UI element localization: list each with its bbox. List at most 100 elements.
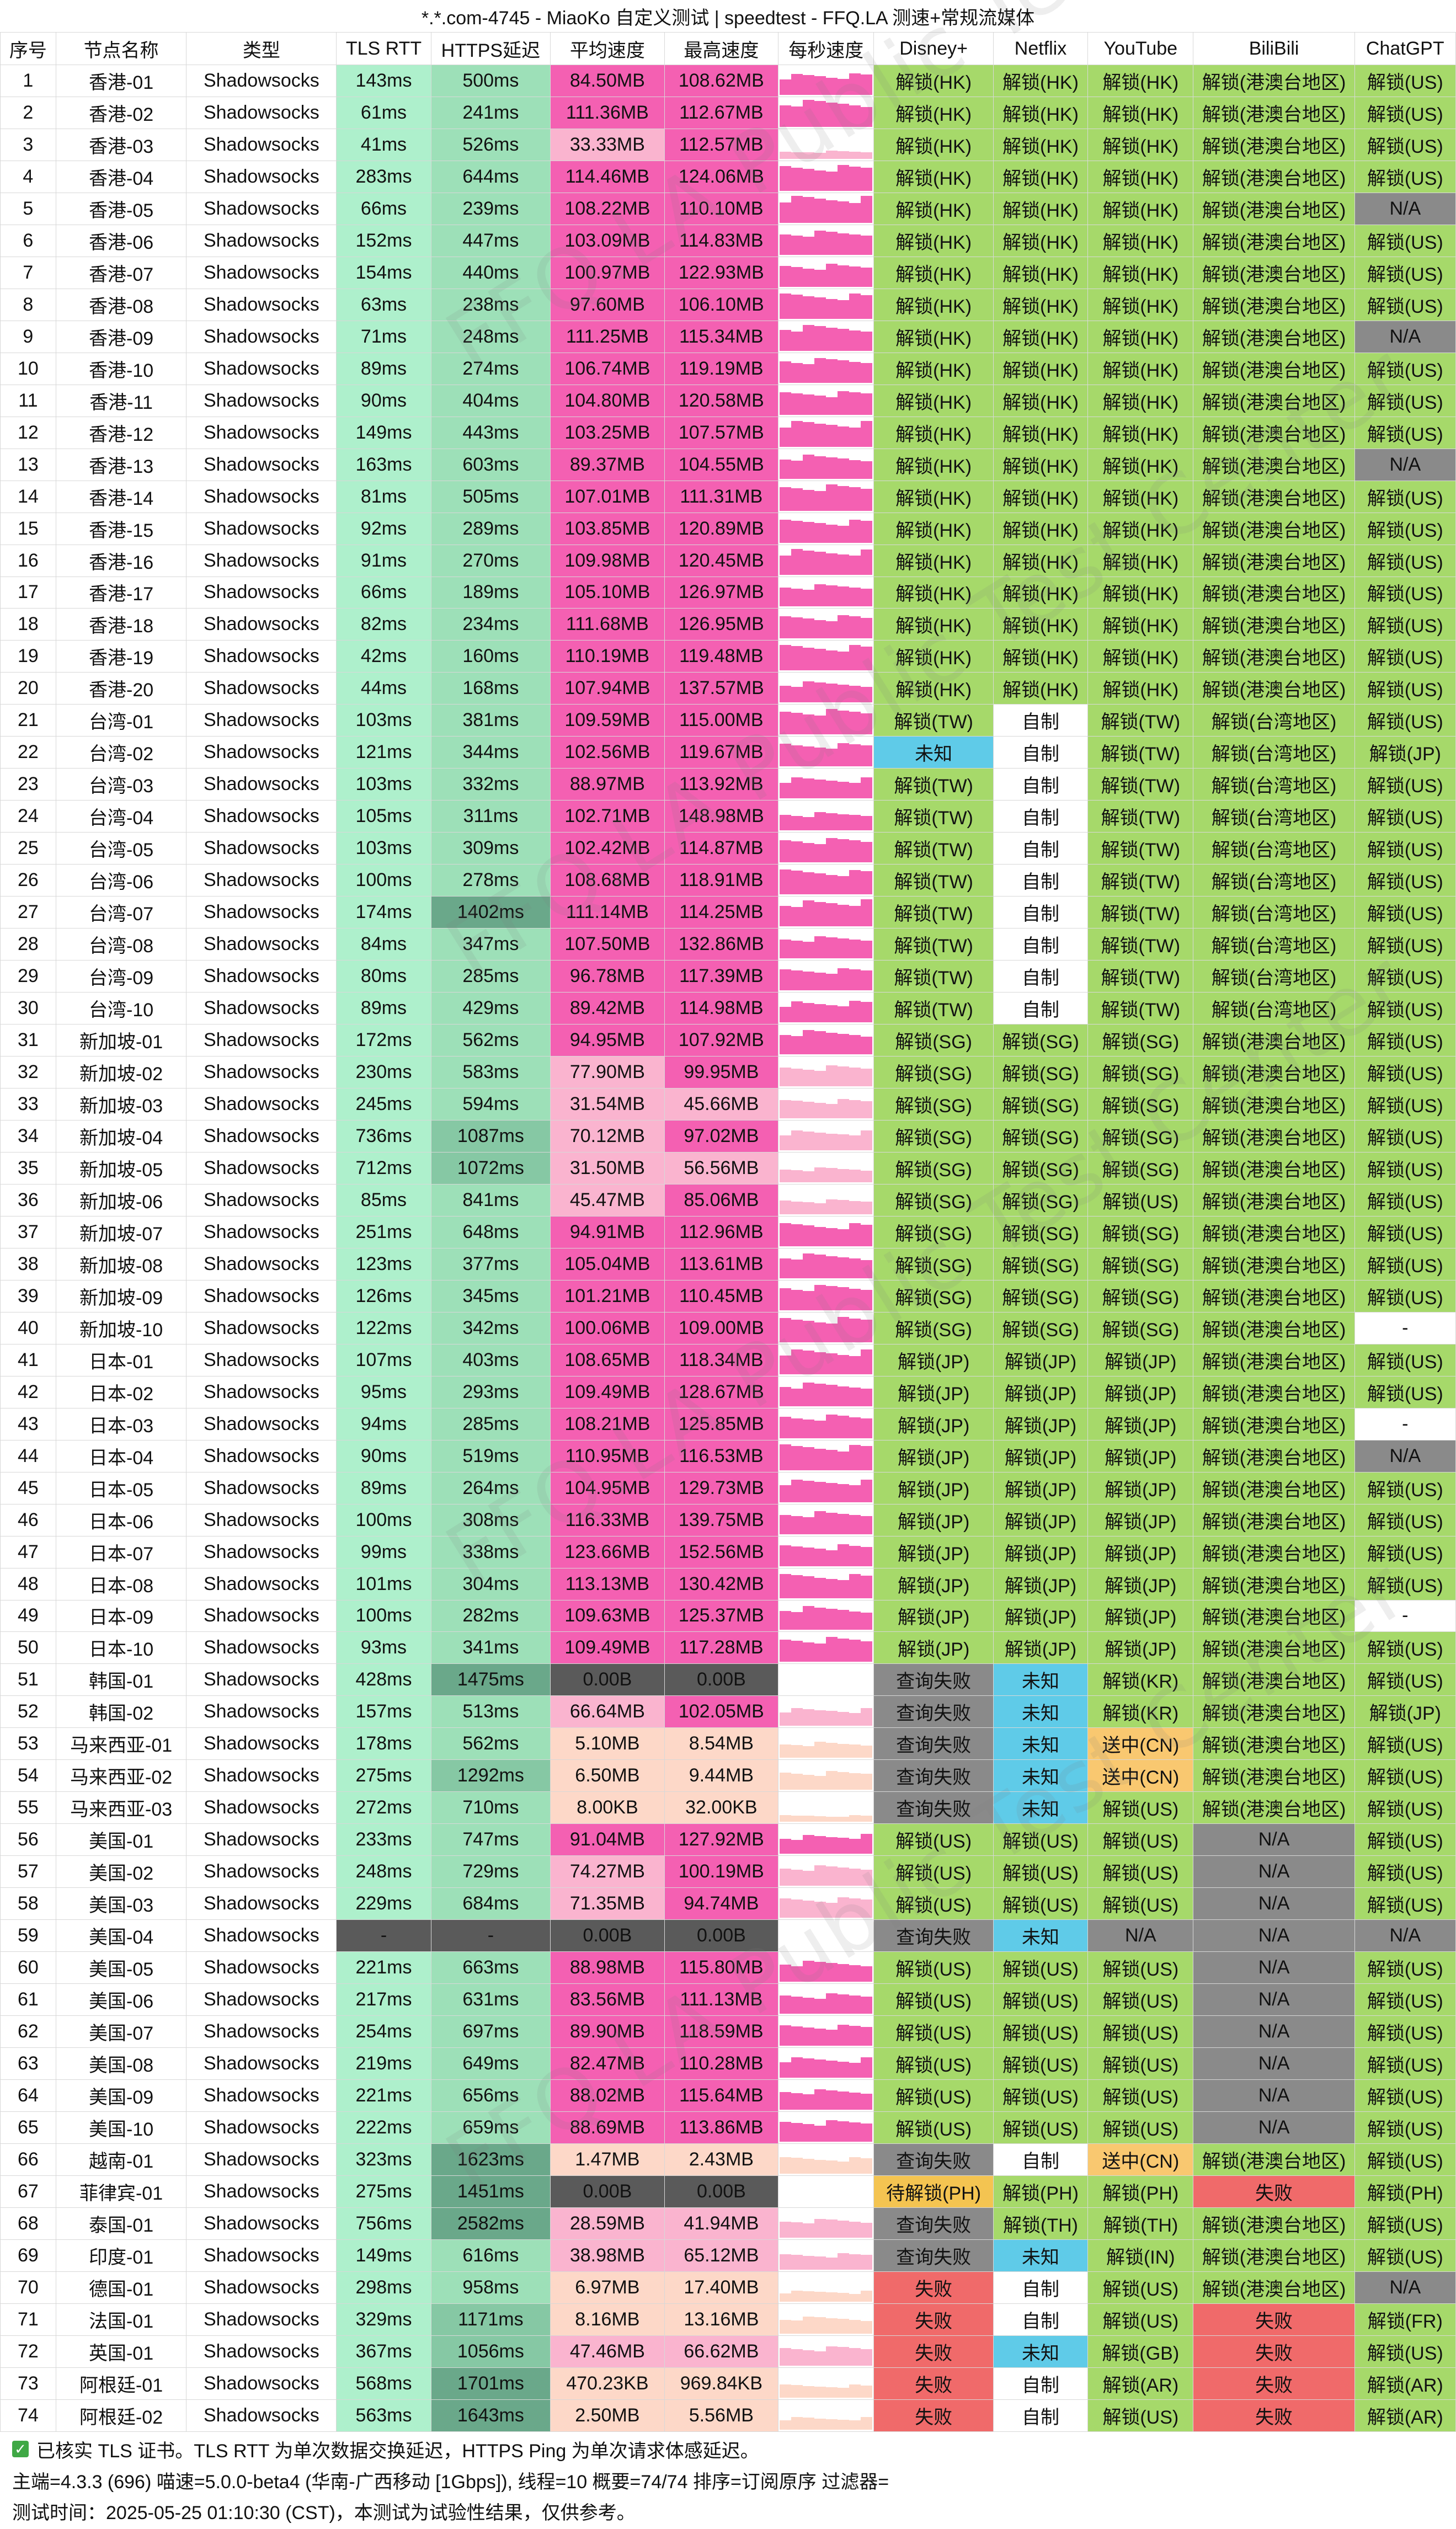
table-row[interactable]: 63 美国-08 Shadowsocks 219ms 649ms 82.47MB 110.2… bbox=[0, 2047, 1456, 2080]
table-row[interactable]: 17 香港-17 Shadowsocks 66ms 189ms 105.10MB 126.9… bbox=[0, 576, 1456, 609]
speed-bar bbox=[861, 1170, 873, 1182]
table-row[interactable]: 41 日本-01 Shadowsocks 107ms 403ms 108.65MB 118.… bbox=[0, 1343, 1456, 1376]
table-row[interactable]: 38 新加坡-08 Shadowsocks 123ms 377ms 105.04MB 113… bbox=[0, 1247, 1456, 1280]
speed-bar bbox=[814, 491, 826, 511]
cell-disney: 解锁(HK) bbox=[873, 192, 994, 225]
table-row[interactable]: 65 美国-10 Shadowsocks 222ms 659ms 88.69MB 113.8… bbox=[0, 2111, 1456, 2144]
table-row[interactable]: 30 台湾-10 Shadowsocks 89ms 429ms 89.42MB 114.98… bbox=[0, 992, 1456, 1025]
table-row[interactable]: 19 香港-19 Shadowsocks 42ms 160ms 110.19MB 119.4… bbox=[0, 640, 1456, 673]
col-chatgpt-header[interactable]: ChatGPT bbox=[1354, 32, 1456, 65]
table-row[interactable]: 58 美国-03 Shadowsocks 229ms 684ms 71.35MB 94.74… bbox=[0, 1887, 1456, 1920]
col-per-second-speed-header[interactable]: 每秒速度 bbox=[778, 32, 874, 65]
table-row[interactable]: 54 马来西亚-02 Shadowsocks 275ms 1292ms 6.50MB 9.4… bbox=[0, 1759, 1456, 1792]
table-row[interactable]: 12 香港-12 Shadowsocks 149ms 443ms 103.25MB 107.… bbox=[0, 416, 1456, 449]
speed-bar bbox=[861, 1202, 873, 1214]
table-row[interactable]: 46 日本-06 Shadowsocks 100ms 308ms 116.33MB 139.… bbox=[0, 1503, 1456, 1536]
table-row[interactable]: 13 香港-13 Shadowsocks 163ms 603ms 89.37MB 104.5… bbox=[0, 448, 1456, 481]
table-row[interactable]: 42 日本-02 Shadowsocks 95ms 293ms 109.49MB 128.6… bbox=[0, 1375, 1456, 1408]
table-row[interactable]: 34 新加坡-04 Shadowsocks 736ms 1087ms 70.12MB 97.… bbox=[0, 1119, 1456, 1153]
table-row[interactable]: 55 马来西亚-03 Shadowsocks 272ms 710ms 8.00KB 32.0… bbox=[0, 1791, 1456, 1824]
table-row[interactable]: 71 法国-01 Shadowsocks 329ms 1171ms 8.16MB 13.16… bbox=[0, 2303, 1456, 2336]
table-row[interactable]: 8 香港-08 Shadowsocks 63ms 238ms 97.60MB 106.10M… bbox=[0, 288, 1456, 321]
table-row[interactable]: 40 新加坡-10 Shadowsocks 122ms 342ms 100.06MB 109… bbox=[0, 1311, 1456, 1344]
cell-https-latency: 1056ms bbox=[430, 2335, 551, 2368]
table-row[interactable]: 62 美国-07 Shadowsocks 254ms 697ms 89.90MB 118.5… bbox=[0, 2015, 1456, 2048]
table-row[interactable]: 16 香港-16 Shadowsocks 91ms 270ms 109.98MB 120.4… bbox=[0, 544, 1456, 577]
cell-chatgpt: N/A bbox=[1354, 2271, 1456, 2304]
table-row[interactable]: 36 新加坡-06 Shadowsocks 85ms 841ms 45.47MB 85.06… bbox=[0, 1183, 1456, 1217]
col-avg-speed-header[interactable]: 平均速度 bbox=[550, 32, 665, 65]
table-row[interactable]: 56 美国-01 Shadowsocks 233ms 747ms 91.04MB 127.9… bbox=[0, 1823, 1456, 1856]
table-row[interactable]: 45 日本-05 Shadowsocks 89ms 264ms 104.95MB 129.7… bbox=[0, 1471, 1456, 1504]
table-row[interactable]: 59 美国-04 Shadowsocks - -0.00B 0.00B 查询失败 未知 N/A N… bbox=[0, 1919, 1456, 1952]
table-row[interactable]: 68 泰国-01 Shadowsocks 756ms 2582ms 28.59MB 41.9… bbox=[0, 2207, 1456, 2240]
col-tls-rtt-header[interactable]: TLS RTT bbox=[336, 32, 431, 65]
table-row[interactable]: 44 日本-04 Shadowsocks 90ms 519ms 110.95MB 116.5… bbox=[0, 1439, 1456, 1472]
table-row[interactable]: 49 日本-09 Shadowsocks 100ms 282ms 109.63MB 125.… bbox=[0, 1599, 1456, 1632]
table-row[interactable]: 47 日本-07 Shadowsocks 99ms 338ms 123.66MB 152.5… bbox=[0, 1535, 1456, 1568]
table-row[interactable]: 53 马来西亚-01 Shadowsocks 178ms 562ms 5.10MB 8.54… bbox=[0, 1727, 1456, 1760]
table-row[interactable]: 22 台湾-02 Shadowsocks 121ms 344ms 102.56MB 119.… bbox=[0, 736, 1456, 769]
table-row[interactable]: 24 台湾-04 Shadowsocks 105ms 311ms 102.71MB 148.… bbox=[0, 800, 1456, 833]
table-row[interactable]: 3 香港-03 Shadowsocks 41ms 526ms 33.33MB 112.57M… bbox=[0, 128, 1456, 161]
table-row[interactable]: 7 香港-07 Shadowsocks 154ms 440ms 100.97MB 122.9… bbox=[0, 256, 1456, 289]
table-row[interactable]: 73 阿根廷-01 Shadowsocks 568ms 1701ms 470.23KB 96… bbox=[0, 2367, 1456, 2400]
table-row[interactable]: 26 台湾-06 Shadowsocks 100ms 278ms 108.68MB 118.… bbox=[0, 864, 1456, 897]
table-row[interactable]: 60 美国-05 Shadowsocks 221ms 663ms 88.98MB 115.8… bbox=[0, 1951, 1456, 1984]
table-row[interactable]: 72 英国-01 Shadowsocks 367ms 1056ms 47.46MB 66.6… bbox=[0, 2335, 1456, 2368]
col-max-speed-header[interactable]: 最高速度 bbox=[664, 32, 779, 65]
table-row[interactable]: 11 香港-11 Shadowsocks 90ms 404ms 104.80MB 120.5… bbox=[0, 384, 1456, 417]
col-node-name-header[interactable]: 节点名称 bbox=[55, 32, 187, 65]
table-row[interactable]: 14 香港-14 Shadowsocks 81ms 505ms 107.01MB 111.3… bbox=[0, 480, 1456, 513]
table-row[interactable]: 64 美国-09 Shadowsocks 221ms 656ms 88.02MB 115.6… bbox=[0, 2079, 1456, 2112]
table-row[interactable]: 27 台湾-07 Shadowsocks 174ms 1402ms 111.14MB 114… bbox=[0, 896, 1456, 929]
col-netflix-header[interactable]: Netflix bbox=[993, 32, 1089, 65]
table-row[interactable]: 74 阿根廷-02 Shadowsocks 563ms 1643ms 2.50MB 5.56… bbox=[0, 2399, 1456, 2432]
table-row[interactable]: 21 台湾-01 Shadowsocks 103ms 381ms 109.59MB 115.… bbox=[0, 704, 1456, 737]
table-row[interactable]: 37 新加坡-07 Shadowsocks 251ms 648ms 94.91MB 112.… bbox=[0, 1215, 1456, 1249]
table-row[interactable]: 5 香港-05 Shadowsocks 66ms 239ms 108.22MB 110.10… bbox=[0, 192, 1456, 225]
speed-bar bbox=[791, 2222, 803, 2238]
table-row[interactable]: 39 新加坡-09 Shadowsocks 126ms 345ms 101.21MB 110… bbox=[0, 1279, 1456, 1312]
table-row[interactable]: 28 台湾-08 Shadowsocks 84ms 347ms 107.50MB 132.8… bbox=[0, 928, 1456, 961]
table-row[interactable]: 31 新加坡-01 Shadowsocks 172ms 562ms 94.95MB 107.… bbox=[0, 1024, 1456, 1057]
table-row[interactable]: 69 印度-01 Shadowsocks 149ms 616ms 38.98MB 65.12… bbox=[0, 2239, 1456, 2272]
table-row[interactable]: 43 日本-03 Shadowsocks 94ms 285ms 108.21MB 125.8… bbox=[0, 1407, 1456, 1440]
table-row[interactable]: 52 韩国-02 Shadowsocks 157ms 513ms 66.64MB 102.0… bbox=[0, 1695, 1456, 1728]
table-row[interactable]: 29 台湾-09 Shadowsocks 80ms 285ms 96.78MB 117.39… bbox=[0, 960, 1456, 993]
per-second-speed-sparkline bbox=[780, 1442, 873, 1470]
table-row[interactable]: 67 菲律宾-01 Shadowsocks 275ms 1451ms 0.00B 0.00B… bbox=[0, 2175, 1456, 2208]
cell-tls-rtt: 101ms bbox=[336, 1567, 431, 1600]
col-index-header[interactable]: 序号 bbox=[0, 32, 56, 65]
cell-node-name: 韩国-01 bbox=[55, 1663, 187, 1696]
table-row[interactable]: 50 日本-10 Shadowsocks 93ms 341ms 109.49MB 117.2… bbox=[0, 1631, 1456, 1664]
table-row[interactable]: 32 新加坡-02 Shadowsocks 230ms 583ms 77.90MB 99.9… bbox=[0, 1056, 1456, 1089]
table-row[interactable]: 61 美国-06 Shadowsocks 217ms 631ms 83.56MB 111.1… bbox=[0, 1983, 1456, 2016]
table-row[interactable]: 9 香港-09 Shadowsocks 71ms 248ms 111.25MB 115.34… bbox=[0, 320, 1456, 353]
table-row[interactable]: 35 新加坡-05 Shadowsocks 712ms 1072ms 31.50MB 56.… bbox=[0, 1151, 1456, 1185]
table-row[interactable]: 51 韩国-01 Shadowsocks 428ms 1475ms 0.00B 0.00B 查… bbox=[0, 1663, 1456, 1696]
table-row[interactable]: 2 香港-02 Shadowsocks 61ms 241ms 111.36MB 112.67… bbox=[0, 96, 1456, 129]
table-row[interactable]: 20 香港-20 Shadowsocks 44ms 168ms 107.94MB 137.5… bbox=[0, 672, 1456, 705]
table-row[interactable]: 1 香港-01 Shadowsocks 143ms 500ms 84.50MB 108.62… bbox=[0, 65, 1456, 97]
table-row[interactable]: 6 香港-06 Shadowsocks 152ms 447ms 103.09MB 114.8… bbox=[0, 224, 1456, 257]
table-row[interactable]: 33 新加坡-03 Shadowsocks 245ms 594ms 31.54MB 45.6… bbox=[0, 1088, 1456, 1121]
table-row[interactable]: 23 台湾-03 Shadowsocks 103ms 332ms 88.97MB 113.9… bbox=[0, 768, 1456, 801]
col-bilibili-header[interactable]: BiliBili bbox=[1193, 32, 1355, 65]
table-row[interactable]: 66 越南-01 Shadowsocks 323ms 1623ms 1.47MB 2.43M… bbox=[0, 2143, 1456, 2176]
cell-type: Shadowsocks bbox=[186, 1215, 337, 1249]
table-row[interactable]: 4 香港-04 Shadowsocks 283ms 644ms 114.46MB 124.0… bbox=[0, 160, 1456, 193]
table-row[interactable]: 57 美国-02 Shadowsocks 248ms 729ms 74.27MB 100.1… bbox=[0, 1855, 1456, 1888]
col-type-header[interactable]: 类型 bbox=[186, 32, 337, 65]
table-row[interactable]: 15 香港-15 Shadowsocks 92ms 289ms 103.85MB 120.8… bbox=[0, 512, 1456, 545]
table-row[interactable]: 18 香港-18 Shadowsocks 82ms 234ms 111.68MB 126.9… bbox=[0, 608, 1456, 641]
table-row[interactable]: 10 香港-10 Shadowsocks 89ms 274ms 106.74MB 119.1… bbox=[0, 352, 1456, 385]
col-https-latency-header[interactable]: HTTPS延迟 bbox=[430, 32, 551, 65]
cell-youtube: 解锁(TW) bbox=[1087, 928, 1194, 961]
col-youtube-header[interactable]: YouTube bbox=[1087, 32, 1194, 65]
cell-type: Shadowsocks bbox=[186, 2367, 337, 2400]
table-row[interactable]: 25 台湾-05 Shadowsocks 103ms 309ms 102.42MB 114.… bbox=[0, 832, 1456, 865]
col-disney-header[interactable]: Disney+ bbox=[873, 32, 994, 65]
table-row[interactable]: 48 日本-08 Shadowsocks 101ms 304ms 113.13MB 130.… bbox=[0, 1567, 1456, 1600]
table-row[interactable]: 70 德国-01 Shadowsocks 298ms 958ms 6.97MB 17.40M… bbox=[0, 2271, 1456, 2304]
